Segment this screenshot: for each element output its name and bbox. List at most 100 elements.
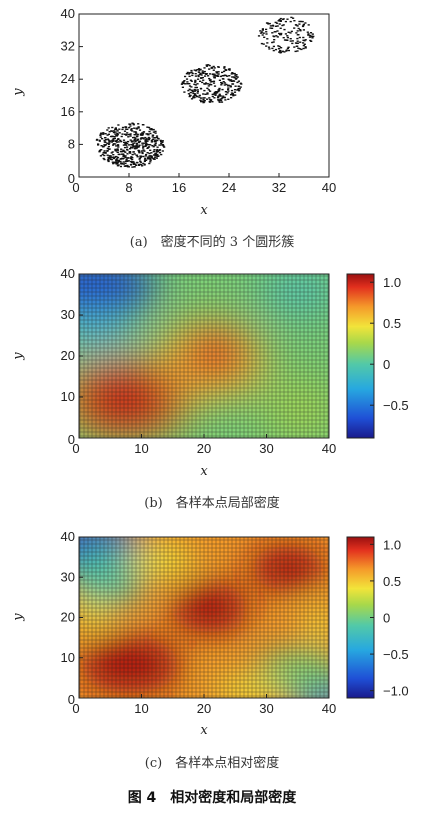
cluster-point <box>284 33 287 35</box>
cluster-point <box>298 36 301 39</box>
cluster-point <box>114 161 117 163</box>
cluster-point <box>122 161 125 163</box>
cluster-point <box>134 131 137 133</box>
cluster-point <box>114 140 117 142</box>
cluster-point <box>190 71 193 73</box>
cluster-point <box>240 83 243 85</box>
cluster-point <box>137 127 140 129</box>
cluster-point <box>222 78 225 80</box>
cluster-point <box>199 97 203 99</box>
cluster-point <box>283 28 286 31</box>
cluster-point <box>231 76 234 78</box>
cluster-point <box>219 98 222 100</box>
cluster-point <box>149 132 152 135</box>
cluster-point <box>158 144 161 146</box>
cluster-point <box>161 144 164 146</box>
cluster-point <box>119 150 122 153</box>
cluster-point <box>228 69 231 71</box>
cluster-point <box>273 35 276 38</box>
cluster-point <box>268 48 271 50</box>
cluster-point <box>107 133 110 135</box>
cluster-point <box>197 74 200 77</box>
cluster-point <box>116 132 119 135</box>
cluster-point <box>206 93 209 95</box>
cluster-point <box>295 24 298 26</box>
cluster-point <box>210 99 213 101</box>
panel-a-xtick-label: 32 <box>272 180 286 195</box>
cluster-point <box>136 133 139 136</box>
cluster-point <box>293 27 296 29</box>
cluster-point <box>117 124 120 126</box>
cluster-point <box>126 160 129 162</box>
panel-c-xtick-label: 30 <box>259 701 273 716</box>
cluster-point <box>148 152 151 155</box>
panel-b-xlabel: x <box>200 464 208 479</box>
cluster-point <box>266 42 269 44</box>
cluster-point <box>233 77 236 79</box>
cluster-point <box>263 36 266 38</box>
cluster-point <box>112 143 115 145</box>
cluster-point <box>206 98 209 100</box>
cluster-point <box>223 67 226 69</box>
cluster-point <box>146 126 149 128</box>
cluster-point <box>116 165 119 167</box>
cluster-point <box>287 49 290 52</box>
cluster-point <box>125 160 128 162</box>
panel-c: 0 10 20 30 40 0 10 20 30 40 1.0 0.5 0 −0.5 −1.0 x y (… <box>11 529 409 771</box>
cluster-point <box>109 140 112 142</box>
cluster-point <box>261 34 264 36</box>
cluster-point <box>196 69 199 71</box>
cluster-point <box>285 50 288 52</box>
cluster-point <box>217 73 220 75</box>
cluster-point <box>290 30 293 33</box>
cluster-point <box>304 39 307 41</box>
panel-a-xlabel: x <box>200 203 208 218</box>
cluster-point <box>275 35 278 37</box>
cluster-point <box>226 75 229 77</box>
cluster-point <box>235 77 238 80</box>
cluster-point <box>156 139 159 142</box>
cluster-point <box>198 94 201 97</box>
cluster-point <box>121 158 124 160</box>
cluster-point <box>257 35 261 37</box>
cluster-point <box>236 89 239 91</box>
cluster-point <box>197 71 200 73</box>
cluster-point <box>228 68 231 70</box>
cluster-point <box>268 22 271 25</box>
cluster-point <box>112 130 116 132</box>
cluster-point <box>186 81 189 83</box>
cluster-point <box>141 152 144 155</box>
cluster-point <box>196 90 199 93</box>
cluster-point <box>202 97 205 99</box>
cluster-point <box>131 144 134 146</box>
panel-a-ticks: 0 8 16 24 32 40 0 8 16 24 32 40 <box>61 6 337 195</box>
cluster-point <box>308 36 311 38</box>
cluster-point <box>115 145 118 147</box>
cluster-point <box>148 157 151 159</box>
cluster-point <box>110 158 113 161</box>
cluster-point <box>160 153 163 156</box>
panel-b-ytick-label: 10 <box>61 389 75 404</box>
cluster-point <box>217 95 220 97</box>
cluster-point <box>145 141 148 143</box>
cluster-point <box>107 143 110 145</box>
cluster-point <box>211 93 214 96</box>
cluster-point <box>115 155 118 158</box>
cluster-point <box>106 129 109 131</box>
cluster-point <box>265 31 268 33</box>
cluster-point <box>99 149 102 152</box>
cluster-point <box>272 49 275 52</box>
cluster-point <box>296 37 299 40</box>
cluster-point <box>293 20 296 22</box>
cluster-point <box>203 97 206 99</box>
panel-c-ticks: 0 10 20 30 40 0 10 20 30 40 <box>61 529 337 716</box>
cluster-point <box>210 84 213 86</box>
cluster-point <box>163 146 166 148</box>
panel-b-ytick-label: 20 <box>61 348 75 363</box>
cluster-point <box>135 164 138 166</box>
cluster-point <box>204 93 207 95</box>
cluster-point <box>207 64 210 66</box>
panel-b-colorbar-label: 0 <box>383 357 390 372</box>
cluster-point <box>131 158 134 161</box>
cluster-point <box>212 80 216 82</box>
